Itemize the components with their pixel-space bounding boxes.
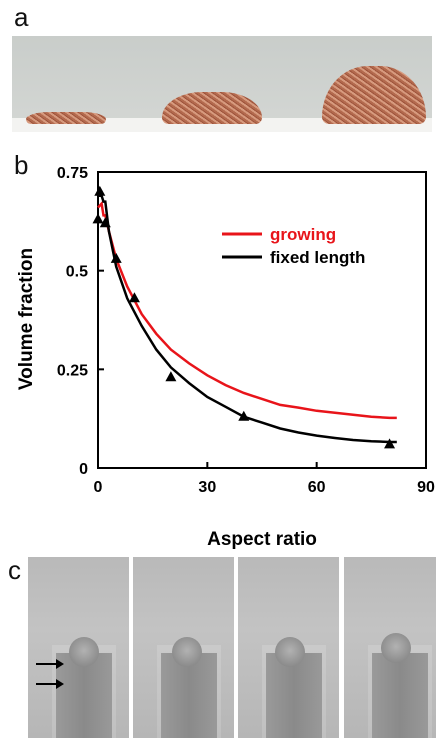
legend-label: fixed length xyxy=(270,248,365,267)
y-tick-label: 0.25 xyxy=(57,362,88,379)
legend-label: growing xyxy=(270,225,336,244)
micrograph-frame-4 xyxy=(344,557,436,738)
data-point-triangle xyxy=(238,410,250,421)
x-tick-label: 60 xyxy=(308,479,326,496)
chart-plot xyxy=(92,185,397,449)
wire-pile-large xyxy=(322,66,426,124)
plot-frame xyxy=(97,171,427,469)
panel-c-letter: c xyxy=(8,555,21,585)
wire-pile-small xyxy=(26,112,106,124)
y-axis-label: Volume fraction xyxy=(16,248,37,390)
chart-legend: growing fixed length xyxy=(222,225,365,267)
panel-b-letter: b xyxy=(14,150,29,180)
series-line-1 xyxy=(98,194,397,444)
data-point-triangle xyxy=(165,371,177,382)
arrow-upper-icon xyxy=(36,659,64,669)
y-tick-label: 0.5 xyxy=(66,264,88,281)
micrograph-frame-3 xyxy=(238,557,339,738)
y-tick-label: 0.75 xyxy=(57,165,88,182)
x-tick-label: 90 xyxy=(417,479,435,496)
rod xyxy=(161,653,217,738)
rod-tip xyxy=(172,637,202,667)
data-point-triangle xyxy=(92,213,104,224)
wire-pile-medium xyxy=(162,92,262,124)
rod xyxy=(266,653,322,738)
micrograph-frame-1 xyxy=(28,557,129,738)
data-point-triangle xyxy=(94,185,106,196)
data-point-triangle xyxy=(110,252,122,263)
series-line-0 xyxy=(97,200,397,420)
rod xyxy=(372,653,428,738)
arrow-lower-icon xyxy=(36,679,64,689)
rod-tip xyxy=(69,637,99,667)
panel-a-letter: a xyxy=(14,2,29,32)
x-tick-label: 30 xyxy=(198,479,216,496)
micrograph-frame-2 xyxy=(133,557,234,738)
rod xyxy=(56,653,112,738)
chart-axes: 0 0.25 0.5 0.75 0 30 60 90 xyxy=(57,165,435,496)
x-tick-label: 0 xyxy=(94,479,103,496)
data-point-triangle xyxy=(128,292,140,303)
panel-a-photo xyxy=(12,36,432,132)
rod-tip xyxy=(275,637,305,667)
panel-c-image-strip xyxy=(28,557,436,738)
data-point-triangle xyxy=(384,438,396,449)
y-tick-label: 0 xyxy=(79,461,88,478)
data-point-triangle xyxy=(99,217,111,228)
rod-tip xyxy=(381,633,411,663)
x-axis-label: Aspect ratio xyxy=(207,529,317,550)
